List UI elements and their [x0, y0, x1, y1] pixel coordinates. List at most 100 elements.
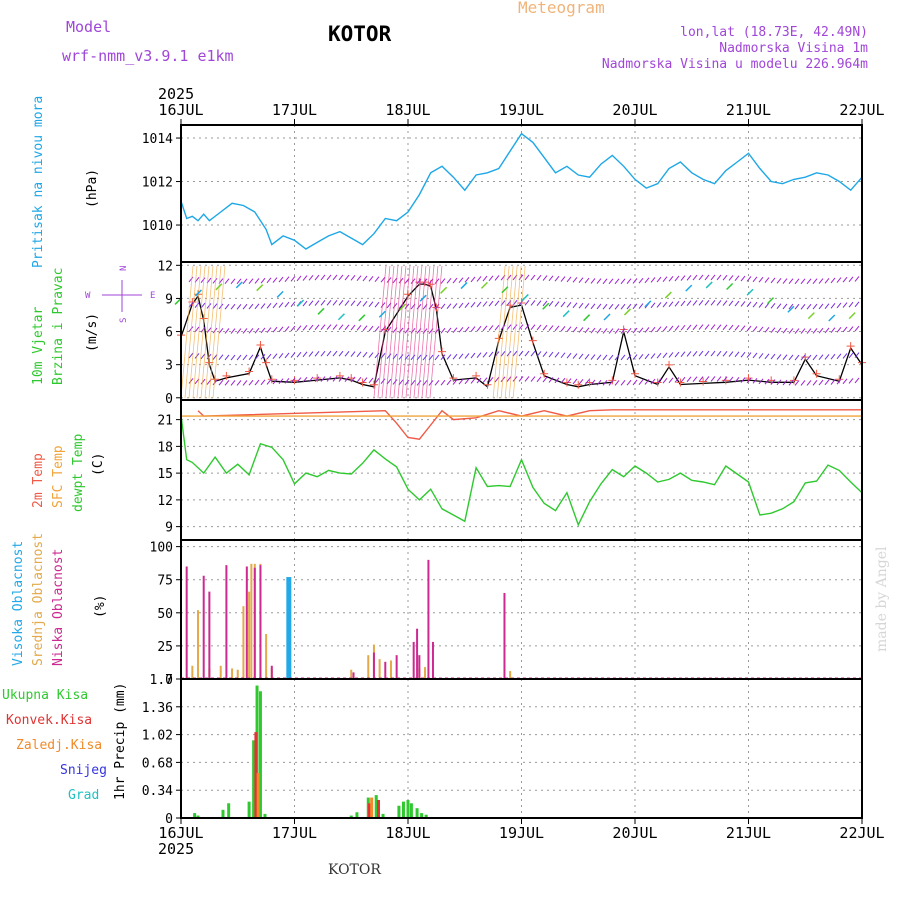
wind-barb — [338, 324, 344, 330]
wind-barb — [848, 301, 854, 308]
wind-barb — [728, 324, 734, 331]
wind-barb — [302, 351, 308, 358]
wind-barb — [308, 376, 314, 383]
wind-strong-hatch — [184, 265, 198, 399]
wind-barb — [542, 351, 548, 357]
wind-arrow — [562, 310, 570, 318]
wind-barb — [350, 275, 356, 281]
wind-barb — [668, 352, 674, 358]
wind-barb — [236, 278, 242, 285]
wind-barb — [824, 327, 830, 334]
precip-bar — [381, 813, 385, 818]
wind-barb — [656, 302, 662, 308]
wind-barb — [632, 303, 638, 310]
precip-ytick-label: 1.36 — [142, 701, 173, 716]
wind-barb — [842, 378, 848, 385]
wind-barb — [614, 354, 620, 361]
wind-barb — [776, 354, 782, 360]
cloud-ytick-label: 0 — [165, 673, 173, 688]
wind-barb — [836, 378, 842, 385]
cloud-bar — [352, 672, 355, 679]
wind-barb — [248, 303, 254, 310]
cloud-bar — [259, 565, 262, 679]
wind-barb — [608, 303, 614, 310]
compass-west: W — [85, 291, 91, 301]
wind-gust-marker — [846, 342, 855, 351]
wind-barb — [500, 351, 506, 357]
wind-arrow — [419, 294, 427, 302]
wind-barb — [224, 328, 230, 334]
wind-barb — [188, 276, 194, 283]
wind-barb — [476, 352, 482, 358]
wind-barb — [662, 352, 668, 359]
wind-gust-marker — [290, 376, 299, 385]
cloud-ytick-label: 50 — [157, 607, 173, 622]
wind-barb — [272, 353, 278, 359]
wind-barb — [662, 301, 668, 308]
wind-barb — [704, 274, 710, 281]
wind-barb — [656, 276, 662, 283]
wind-strong-hatch — [180, 265, 194, 399]
model-name: wrf-nmm_v3.9.1 e1km — [62, 47, 234, 65]
wind-barb — [692, 350, 698, 357]
wind-strong-hatch — [188, 265, 202, 399]
wind-barb — [338, 274, 344, 281]
temperature-frame — [180, 399, 863, 541]
wind-barb — [836, 277, 842, 283]
wind-barb — [380, 276, 386, 283]
wind-barb — [686, 376, 692, 383]
wind-barb — [230, 354, 236, 361]
wind-barb — [524, 300, 530, 306]
wind-barb — [764, 353, 770, 360]
wind-barb — [332, 324, 338, 330]
wind-barb — [590, 327, 596, 334]
wind-barb — [752, 301, 758, 308]
wind-arrow — [358, 314, 366, 322]
precip-bar — [374, 795, 378, 818]
wind-barb — [800, 303, 806, 310]
wind-barb — [242, 380, 248, 386]
wind-barb — [698, 350, 704, 357]
wind-barb — [608, 328, 614, 334]
wind-barb — [830, 353, 836, 360]
wind-gust-marker — [812, 369, 821, 378]
wind-arrow — [705, 281, 713, 289]
wind-barb — [584, 303, 590, 309]
wind-barb — [674, 275, 680, 282]
wind-barb — [746, 377, 752, 384]
wind-barb — [356, 325, 362, 331]
wind-barb — [482, 351, 488, 358]
wind-barb — [350, 351, 356, 357]
x-tick-label-bottom: 18JUL — [385, 824, 430, 842]
axes: 1010 1012 1014 0 3 6 9 12 9 12 15 18 21 0 25 50 75 100 0 0.… — [142, 101, 885, 842]
temperature-series-line — [197, 409, 862, 440]
wind-barb — [698, 376, 704, 382]
wind-barb — [248, 379, 254, 386]
wind-barb — [848, 326, 854, 332]
wind-barb — [284, 377, 290, 384]
wind-barb — [386, 353, 392, 360]
x-tick-label-top: 16JUL — [158, 101, 203, 119]
wind-strong-hatch — [196, 265, 210, 399]
wind-barb — [668, 377, 674, 384]
wind-barb — [338, 376, 344, 382]
wind-barb — [284, 352, 290, 359]
wind-barb — [326, 324, 332, 330]
wind-gust-marker — [369, 380, 378, 389]
wind-barb — [740, 301, 746, 307]
temperature-ytick-label: 21 — [157, 414, 173, 429]
wind-barb — [800, 380, 806, 386]
wind-barb — [476, 301, 482, 308]
wind-barb — [464, 353, 470, 359]
cloud-bar — [197, 610, 200, 679]
wind-barb — [560, 377, 566, 384]
wind-gust-marker — [676, 378, 685, 387]
wind-barb — [368, 352, 374, 358]
wind-barb — [650, 277, 656, 283]
wind-barb — [716, 350, 722, 357]
wind-barb — [362, 325, 368, 331]
wind-barb — [446, 354, 452, 360]
wind-barb — [602, 380, 608, 386]
wind-barb — [842, 276, 848, 283]
